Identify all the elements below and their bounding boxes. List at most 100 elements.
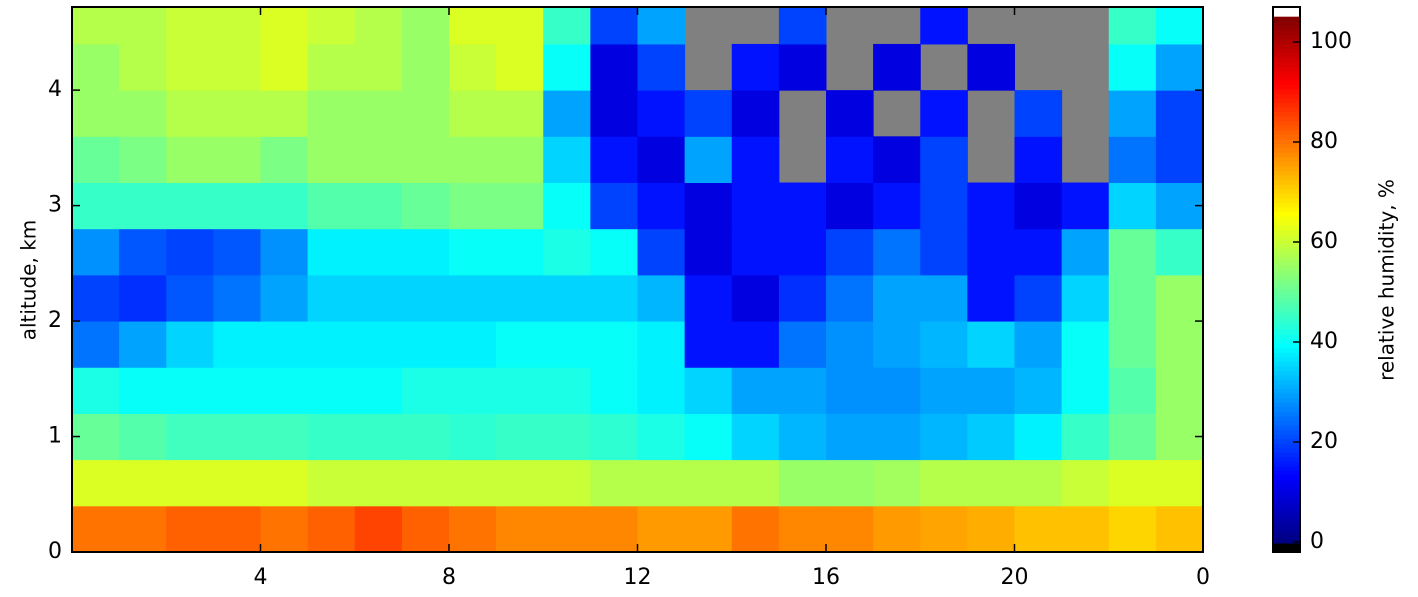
heat-cell xyxy=(449,321,497,368)
heat-cell xyxy=(307,459,356,507)
colorbar-step xyxy=(1273,542,1300,549)
heat-cell xyxy=(307,228,356,276)
heat-cell xyxy=(1108,90,1157,137)
heat-cell xyxy=(1108,228,1157,276)
heat-cell xyxy=(731,228,780,276)
heat-cell xyxy=(920,182,968,230)
colorbar-step xyxy=(1273,502,1300,508)
colorbar-step xyxy=(1273,134,1300,140)
heat-cell xyxy=(1155,7,1204,45)
colorbar-step xyxy=(1273,243,1300,249)
heat-cell xyxy=(354,459,403,507)
colorbar-step xyxy=(1273,70,1300,76)
colorbar-step xyxy=(1273,420,1300,426)
colorbar-step xyxy=(1273,443,1300,449)
heat-cell xyxy=(1155,136,1204,184)
heat-cell xyxy=(731,182,780,230)
heat-cell xyxy=(213,459,261,507)
heat-cell xyxy=(496,274,544,322)
heat-cell xyxy=(1014,228,1063,276)
heat-cell xyxy=(920,367,968,414)
heat-cell xyxy=(307,90,356,137)
colorbar-frame xyxy=(1272,6,1301,553)
heat-cell xyxy=(684,413,733,461)
heat-cell xyxy=(684,321,733,368)
heat-cell xyxy=(119,367,167,414)
colorbar-step xyxy=(1273,361,1300,367)
heat-cell xyxy=(449,505,497,553)
colorbar-step xyxy=(1273,265,1300,272)
heat-cell xyxy=(496,228,544,276)
heat-cell xyxy=(590,505,638,553)
heat-cell xyxy=(637,413,686,461)
heat-cell xyxy=(967,321,1015,368)
heat-cell xyxy=(354,413,403,461)
heat-cell xyxy=(1108,7,1157,45)
colorbar-step xyxy=(1273,302,1300,308)
heat-cell xyxy=(826,505,874,553)
heat-cell xyxy=(1061,505,1110,553)
heat-cell xyxy=(920,505,968,553)
heat-cell xyxy=(778,367,827,414)
heat-cell xyxy=(354,136,403,184)
heat-cell xyxy=(684,90,733,137)
heat-cell xyxy=(731,43,780,91)
heat-cell xyxy=(967,367,1015,414)
colorbar-step xyxy=(1273,129,1300,135)
colorbar-step xyxy=(1273,25,1300,31)
heat-cell xyxy=(260,459,309,507)
heat-cell xyxy=(590,182,638,230)
heat-cell xyxy=(1061,459,1110,507)
heat-cell xyxy=(543,459,591,507)
heat-cell xyxy=(166,90,214,137)
colorbar-step xyxy=(1273,7,1300,13)
colorbar-step xyxy=(1273,206,1300,212)
heat-cell xyxy=(401,459,450,507)
heat-cell xyxy=(967,228,1015,276)
heat-cell xyxy=(72,274,120,322)
heat-cell xyxy=(119,413,167,461)
heat-cell xyxy=(1108,321,1157,368)
colorbar-step xyxy=(1273,229,1300,235)
heat-cell xyxy=(1061,228,1110,276)
heat-cell xyxy=(826,274,874,322)
heat-cell xyxy=(967,274,1015,322)
heat-cell xyxy=(543,274,591,322)
heat-cell xyxy=(920,459,968,507)
heat-cell xyxy=(543,505,591,553)
heat-cell xyxy=(590,459,638,507)
heat-cell xyxy=(1108,505,1157,553)
colorbar-step xyxy=(1273,374,1300,381)
heat-cell xyxy=(449,90,497,137)
heat-cell xyxy=(920,7,968,45)
heat-cell xyxy=(260,43,309,91)
heat-cell xyxy=(401,505,450,553)
heat-cell xyxy=(354,274,403,322)
heat-cell xyxy=(401,182,450,230)
heat-cell xyxy=(1014,321,1063,368)
colorbar-step xyxy=(1273,483,1300,490)
colorbar-step xyxy=(1273,193,1300,199)
y-tick-label: 4 xyxy=(48,77,62,102)
colorbar-step xyxy=(1273,238,1300,244)
heat-cell xyxy=(590,274,638,322)
x-tick-label: 0 xyxy=(1196,565,1210,590)
colorbar-tick-label: 80 xyxy=(1310,129,1338,154)
heat-cell xyxy=(260,413,309,461)
heat-cell xyxy=(1155,459,1204,507)
heat-cell xyxy=(873,367,921,414)
colorbar-step xyxy=(1273,288,1300,294)
colorbar-step xyxy=(1273,106,1300,113)
heat-cell xyxy=(826,367,874,414)
heat-cell xyxy=(1014,413,1063,461)
colorbar-step xyxy=(1273,424,1300,430)
heat-cell xyxy=(72,367,120,414)
colorbar-step xyxy=(1273,388,1300,394)
heat-cell xyxy=(826,459,874,507)
colorbar-step xyxy=(1273,211,1300,217)
colorbar-step xyxy=(1273,29,1300,35)
colorbar-step xyxy=(1273,515,1300,521)
colorbar-step xyxy=(1273,43,1300,49)
colorbar-step xyxy=(1273,279,1300,285)
heat-cell xyxy=(401,90,450,137)
